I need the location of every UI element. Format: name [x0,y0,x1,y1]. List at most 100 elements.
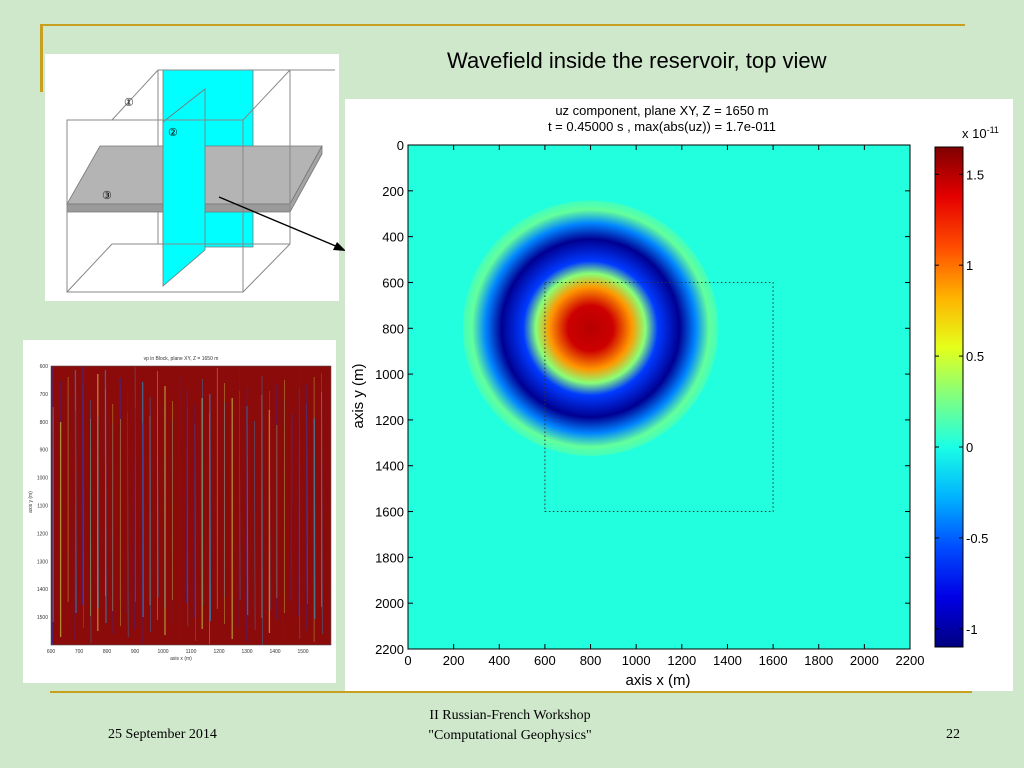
x-tick-label: 200 [443,653,465,668]
plane-2 [162,88,206,287]
x-tick-label: 1200 [667,653,696,668]
plane-label-1: ① [124,97,134,109]
x-tick-label: 800 [580,653,602,668]
velocity-streak [74,369,77,614]
velocity-streak [141,381,144,618]
left-rule [40,24,43,92]
footer-date: 25 September 2014 [108,727,217,742]
small-y-tick-label: 1100 [37,504,48,510]
velocity-streak [134,366,136,603]
velocity-streaks [51,365,323,646]
x-tick-label: 2000 [850,653,879,668]
velocity-field [51,366,331,645]
planes-diagram: ① ② ③ [66,69,335,293]
x-tick-label: 1800 [804,653,833,668]
plot-frame [407,144,911,650]
colorbar-tick-label: 1 [966,258,973,273]
small-x-tick-label: 1400 [269,649,280,655]
small-x-tick-label: 600 [47,649,56,655]
small-y-tick-label: 1500 [37,615,48,621]
velocity-streak [74,410,76,641]
velocity-streak [313,417,316,620]
box-front-edges [66,69,291,293]
page-number: 22 [946,727,960,742]
small-y-tick-label: 1300 [37,559,48,565]
y-tick-label: 800 [382,321,404,336]
velocity-streak [126,392,128,615]
velocity-streak [179,374,181,639]
small-x-tick-label: 800 [103,649,112,655]
small-y-tick-label: 1400 [37,587,48,593]
velocity-streak [209,393,212,622]
plane-label-2: ② [168,127,178,139]
bottom-rule [50,691,972,693]
y-axis-label: axis y (m) [350,364,367,429]
small-x-tick-label: 700 [75,649,84,655]
velocity-streak [290,413,293,602]
y-tick-label: 400 [382,230,404,245]
wavefront-rings [462,200,719,457]
velocity-chart-panel: vp in Block, plane XY, Z = 1650 m axis x… [23,340,336,683]
x-tick-label: 600 [534,653,556,668]
colorbar-tick-label: 1.5 [966,167,984,182]
small-plot-frame [50,365,332,646]
velocity-streak [149,396,151,633]
small-x-tick-label: 900 [131,649,140,655]
y-tick-label: 2000 [375,596,404,611]
y-tick-label: 1400 [375,459,404,474]
reservoir-outline [544,281,774,513]
velocity-streak [202,378,204,607]
small-y-tick-label: 900 [40,448,49,454]
colorbar-tick-label: 0 [966,440,973,455]
y-tick-label: 1000 [375,367,404,382]
small-chart-title: vp in Block, plane XY, Z = 1650 m [144,356,219,362]
y-tick-label: 200 [382,184,404,199]
y-tick-label: 600 [382,275,404,290]
x-tick-label: 1400 [713,653,742,668]
velocity-streak [246,386,248,643]
footer-event-line2: "Computational Geophysics" [428,728,592,743]
colorbar [934,146,964,648]
colorbar-tick-label: -0.5 [966,531,988,546]
slide-title: Wavefield inside the reservoir, top view [447,48,827,73]
small-y-tick-label: 1200 [37,531,48,537]
small-y-tick-label: 800 [40,420,49,426]
velocity-streak [194,404,196,619]
velocity-streak [118,377,121,600]
x-tick-label: 1000 [622,653,651,668]
x-tick-label: 0 [404,653,411,668]
velocity-streak [157,411,159,598]
y-tick-label: 0 [397,138,404,153]
velocity-streak [298,368,300,617]
small-y-tick-label: 600 [40,364,49,370]
velocity-streak [305,383,308,632]
velocity-streak [321,372,323,635]
small-x-tick-label: 1500 [297,649,308,655]
x-tick-label: 2200 [896,653,925,668]
velocity-streak [269,390,271,611]
small-x-tick-label: 1200 [213,649,224,655]
velocity-chart: vp in Block, plane XY, Z = 1650 m axis x… [28,356,332,662]
planes-diagram-panel: ① ② ③ [45,54,339,301]
heatmap-field [408,145,910,649]
small-x-tick-label: 1300 [241,649,252,655]
velocity-streak [141,422,143,645]
small-y-tick-label: 1000 [37,476,48,482]
colorbar-tick-label: -1 [966,622,978,637]
small-y-tick-label: 700 [40,392,49,398]
velocity-streak [134,407,136,630]
small-x-tick-label: 1100 [186,649,197,655]
x-tick-label: 400 [488,653,510,668]
y-tick-label: 1800 [375,550,404,565]
y-tick-label: 2200 [375,642,404,657]
plane-label-3: ③ [102,190,112,202]
velocity-streak [186,389,189,604]
velocity-streak [261,375,263,646]
velocity-streak [238,371,240,628]
top-rule [40,24,965,26]
footer-event: II Russian-French Workshop "Computationa… [380,706,640,746]
footer-event-line1: II Russian-French Workshop [429,708,591,723]
x-tick-label: 1600 [759,653,788,668]
velocity-streak [104,369,107,624]
